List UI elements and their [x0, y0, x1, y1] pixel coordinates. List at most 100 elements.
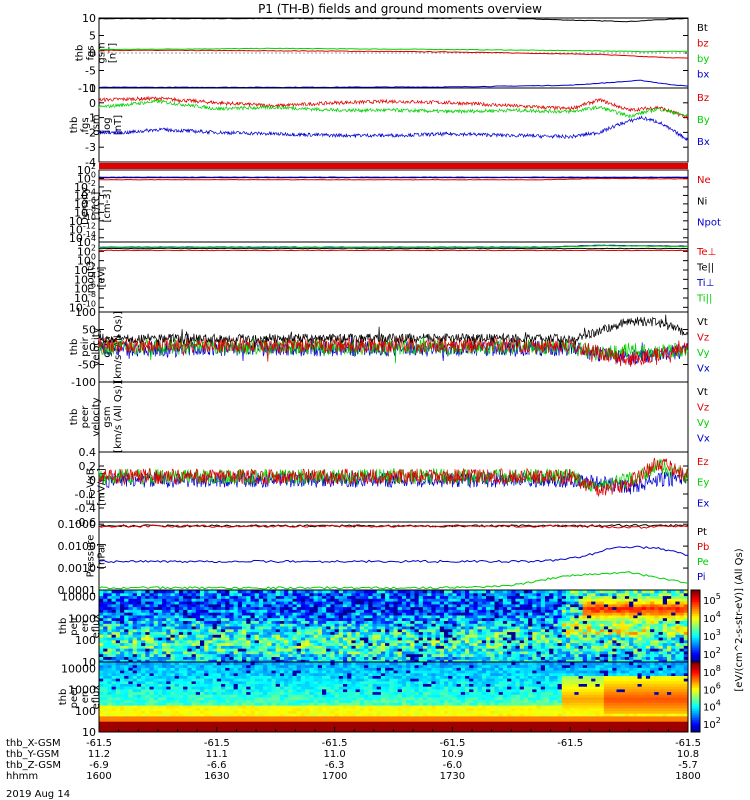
- spectrogram-cell: [595, 598, 601, 602]
- spectrogram-cell: [246, 691, 251, 695]
- colorbar-step: [691, 626, 700, 629]
- spectrogram-cell: [507, 603, 512, 608]
- spectrogram-cell: [507, 650, 512, 655]
- spectrogram-cell: [216, 598, 222, 602]
- spectrogram-cell: [250, 626, 256, 630]
- spectrogram-cell: [456, 626, 462, 630]
- spectrogram-cell: [242, 721, 247, 725]
- spectrogram-cell: [566, 650, 571, 655]
- spectrogram-cell: [418, 612, 424, 616]
- spectrogram-cell: [578, 606, 584, 610]
- spectrogram-cell: [574, 639, 580, 644]
- spectrogram-cell: [515, 645, 521, 649]
- spectrogram-cell: [654, 656, 659, 660]
- spectrogram-cell: [229, 642, 235, 646]
- spectrogram-cell: [486, 634, 491, 638]
- spectrogram-cell: [124, 598, 129, 602]
- spectrogram-cell: [351, 650, 357, 655]
- spectrogram-cell: [380, 590, 386, 594]
- spectrogram-cell: [414, 648, 420, 652]
- spectrogram-cell: [553, 639, 559, 644]
- spectrogram-cell: [582, 645, 588, 649]
- spectrogram-cell: [288, 598, 293, 602]
- spectrogram-cell: [191, 606, 197, 610]
- spectrogram-cell: [195, 710, 201, 714]
- spectrogram-cell: [545, 650, 550, 655]
- spectrogram-cell: [620, 620, 626, 624]
- spectrogram-cell: [523, 650, 529, 655]
- spectrogram-cell: [141, 598, 146, 602]
- spectrogram-cell: [128, 723, 134, 728]
- spectrogram-cell: [410, 637, 415, 641]
- spectrogram-cell: [612, 623, 617, 627]
- spectrogram-cell: [111, 628, 117, 633]
- spectrogram-cell: [166, 680, 171, 684]
- spectrogram-cell: [675, 653, 681, 657]
- spectrogram-cell: [309, 592, 315, 597]
- spectrogram-cell: [124, 710, 129, 714]
- spectrogram-cell: [486, 606, 491, 610]
- y-tick-label: -0.4: [75, 502, 96, 515]
- spectrogram-cell: [170, 631, 176, 635]
- spectrogram-cell: [540, 598, 546, 602]
- spectrogram-cell: [153, 713, 159, 717]
- spectrogram-cell: [145, 672, 150, 676]
- spectrogram-cell: [481, 631, 487, 635]
- spectrogram-cell: [195, 678, 201, 682]
- spectrogram-cell: [603, 631, 609, 635]
- spectrogram-cell: [490, 650, 495, 655]
- spectrogram-cell: [359, 650, 365, 655]
- spectrogram-cell: [145, 645, 150, 649]
- spectrogram-cell: [242, 656, 247, 660]
- spectrogram-cell: [170, 653, 176, 657]
- spectrogram-cell: [120, 628, 125, 633]
- spectrogram-cell: [469, 598, 474, 602]
- spectrogram-cell: [557, 609, 563, 613]
- spectrogram-cell: [406, 648, 411, 652]
- spectrogram-cell: [99, 606, 104, 610]
- spectrogram-cell: [536, 601, 542, 605]
- spectrogram-cell: [679, 598, 685, 602]
- spectrogram-cell: [157, 675, 163, 679]
- spectrogram-cell: [128, 721, 134, 725]
- spectrogram-cell: [507, 631, 512, 635]
- spectrogram-cell: [368, 648, 373, 652]
- spectrogram-cell: [317, 653, 323, 657]
- spectrogram-cell: [587, 626, 592, 630]
- spectrogram-cell: [115, 614, 121, 619]
- spectrogram-cell: [300, 650, 306, 655]
- spectrogram-cell: [322, 609, 327, 613]
- spectrogram-cell: [296, 614, 302, 619]
- spectrogram-cell: [422, 606, 428, 610]
- spectrogram-cell: [99, 590, 104, 594]
- series-Bz-line: [98, 95, 689, 121]
- spectrogram-cell: [523, 659, 529, 663]
- spectrogram-cell: [132, 603, 138, 608]
- spectrogram-cell: [279, 642, 285, 646]
- spectrogram-cell: [258, 648, 264, 652]
- spectrogram-cell: [128, 634, 134, 638]
- spectrogram-cell: [599, 590, 605, 594]
- colorbar-step: [691, 640, 700, 644]
- spectrogram-cell: [330, 592, 336, 597]
- spectrogram-cell: [549, 653, 554, 657]
- spectrogram-cell: [671, 648, 676, 652]
- y-tick-label: 10: [82, 12, 96, 25]
- spectrogram-cell: [355, 653, 361, 657]
- spectrogram-cell: [221, 590, 226, 594]
- spectrogram-cell: [397, 631, 403, 635]
- spectrogram-cell: [528, 614, 533, 619]
- spectrogram-cell: [212, 715, 218, 719]
- spectrogram-cell: [368, 590, 373, 594]
- spectrogram-cell: [553, 603, 559, 608]
- y-tick-label: 10-10: [69, 213, 96, 228]
- y-tick-label: 50: [82, 324, 96, 337]
- spectrogram-cell: [288, 637, 293, 641]
- y-tick-label: 100: [77, 170, 96, 185]
- spectrogram-cell: [629, 614, 634, 619]
- spectrogram-cell: [237, 645, 243, 649]
- spectrogram-cell: [620, 623, 626, 627]
- y-tick-label: 10-2: [74, 262, 96, 277]
- spectrogram-cell: [641, 648, 647, 652]
- spectrogram-cell: [616, 628, 622, 633]
